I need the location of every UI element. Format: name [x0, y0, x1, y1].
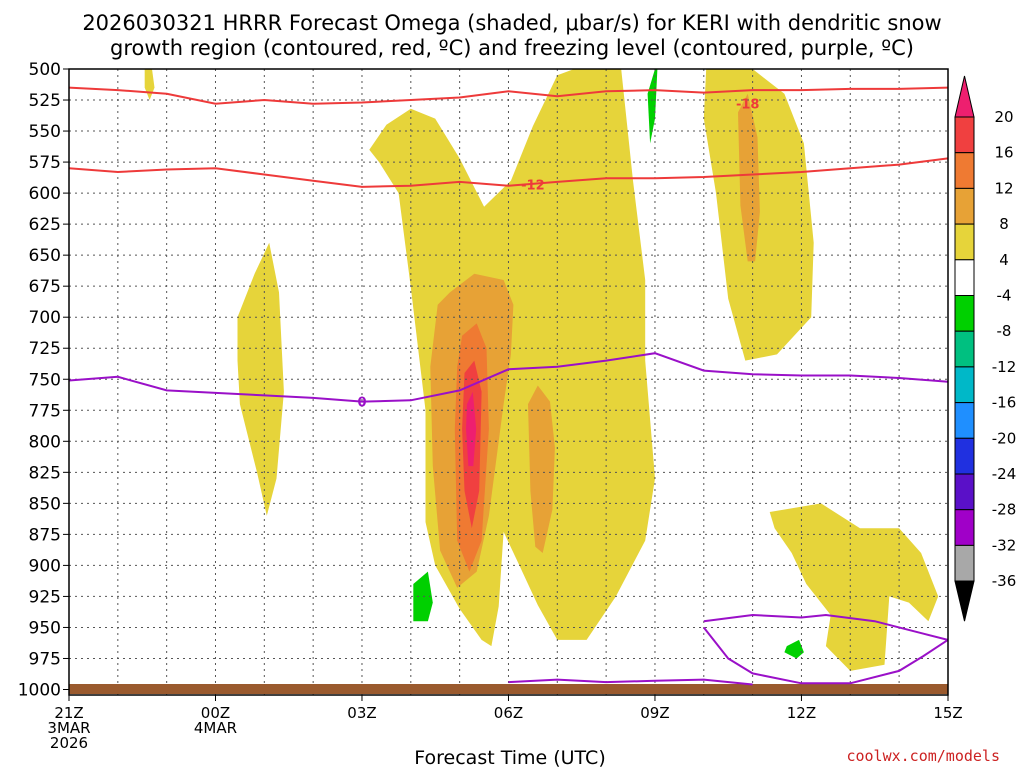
colorbar-label-0: 20 — [994, 108, 1013, 126]
y-tick-label-550: 550 — [29, 122, 61, 142]
y-tick-label-925: 925 — [29, 587, 61, 607]
x-axis-label: Forecast Time (UTC) — [414, 747, 605, 768]
x-tick-label-3-0: 06Z — [494, 704, 523, 722]
omega-region-8 — [528, 385, 555, 553]
colorbar-box-10 — [954, 437, 975, 475]
y-tick-label-700: 700 — [29, 308, 61, 328]
freezing-contour-0 — [69, 352, 948, 403]
y-tick-label-1000: 1000 — [18, 681, 61, 701]
dendritic-contour-1 — [69, 157, 948, 188]
y-tick-label-975: 975 — [29, 649, 61, 669]
dendritic-contour-label-1: -12 — [521, 178, 545, 193]
colorbar-label-11: -28 — [992, 501, 1017, 519]
y-tick-label-950: 950 — [29, 618, 61, 638]
colorbar-box-8 — [954, 366, 975, 404]
colorbar-box-1 — [954, 116, 975, 154]
colorbar-box-11 — [954, 473, 975, 511]
x-tick-label-0-1: 3MAR — [47, 719, 90, 737]
colorbar-box-9 — [954, 402, 975, 439]
y-tick-label-900: 900 — [29, 556, 61, 576]
y-tick-label-625: 625 — [29, 215, 61, 235]
x-tick-label-4-0: 09Z — [640, 704, 669, 722]
omega-shading — [144, 69, 939, 671]
terrain-strip — [69, 684, 948, 694]
dendritic-contour-label-0: -18 — [736, 98, 760, 113]
x-tick-label-1-0: 00Z — [201, 704, 230, 722]
x-tick-label-0-2: 2026 — [50, 734, 88, 752]
colorbar-label-13: -36 — [992, 572, 1017, 590]
colorbar-box-5 — [954, 259, 975, 296]
y-tick-label-825: 825 — [29, 463, 61, 483]
colorbar-label-12: -32 — [992, 536, 1017, 554]
colorbar-box-7 — [954, 330, 975, 368]
y-tick-label-525: 525 — [29, 91, 61, 111]
y-tick-label-725: 725 — [29, 339, 61, 359]
omega-region-12 — [466, 391, 477, 467]
colorbar-bottom-arrow — [954, 580, 975, 622]
y-tick-label-675: 675 — [29, 277, 61, 297]
freezing-contour-label-0: 0 — [357, 396, 366, 411]
y-tick-label-500: 500 — [29, 60, 61, 80]
omega-region-5 — [769, 503, 939, 671]
omega-region-16 — [784, 639, 804, 659]
colorbar-box-6 — [954, 295, 975, 332]
y-tick-label-750: 750 — [29, 370, 61, 390]
colorbar-box-3 — [954, 187, 975, 225]
y-tick-label-600: 600 — [29, 184, 61, 204]
colorbar-box-12 — [954, 509, 975, 546]
chart-title-line-1: 2026030321 HRRR Forecast Omega (shaded, … — [82, 11, 941, 35]
credit-text: coolwx.com/models — [846, 747, 1000, 765]
y-tick-label-575: 575 — [29, 153, 61, 173]
colorbar-box-2 — [954, 152, 975, 189]
colorbar-label-10: -24 — [992, 465, 1017, 483]
colorbar-label-2: 12 — [994, 179, 1013, 197]
contour-lines: -18 -12 0 — [69, 86, 948, 686]
x-tick-label-6-0: 15Z — [933, 704, 962, 722]
x-tick-label-2-0: 03Z — [347, 704, 376, 722]
freezing-contour-2 — [508, 678, 753, 686]
colorbar-box-4 — [954, 223, 975, 261]
colorbar: 20 16 12 8 4 -4 -8 -12 -16 -20 -24 -28 -32 -36 — [954, 75, 1017, 622]
colorbar-label-8: -16 — [992, 394, 1017, 412]
y-tick-label-650: 650 — [29, 246, 61, 266]
freezing-contour-1 — [703, 613, 948, 685]
colorbar-top-arrow — [954, 75, 975, 118]
colorbar-box-13 — [954, 544, 975, 582]
y-tick-label-775: 775 — [29, 401, 61, 421]
omega-region-3 — [237, 242, 284, 516]
y-tick-label-850: 850 — [29, 494, 61, 514]
colorbar-label-6: -8 — [997, 322, 1012, 340]
colorbar-label-4: 4 — [999, 251, 1009, 269]
chart-title-line-2: growth region (contoured, red, ºC) and f… — [110, 36, 914, 60]
plot-area: -18 -12 0 — [68, 68, 949, 696]
omega-region-9 — [738, 93, 760, 262]
colorbar-label-1: 16 — [994, 144, 1013, 162]
colorbar-label-3: 8 — [999, 215, 1009, 233]
colorbar-label-9: -20 — [992, 429, 1017, 447]
x-tick-label-5-0: 12Z — [787, 704, 816, 722]
x-tick-label-1-1: 4MAR — [194, 719, 237, 737]
colorbar-label-7: -12 — [992, 358, 1017, 376]
colorbar-label-5: -4 — [997, 287, 1012, 305]
dendritic-contour-0 — [69, 86, 948, 105]
grid-lines — [69, 69, 948, 695]
y-tick-label-800: 800 — [29, 432, 61, 452]
y-tick-label-875: 875 — [29, 525, 61, 545]
x-tick-label-0-0: 21Z — [54, 704, 83, 722]
y-axis-ticks: 500 525 550 575 600 625 650 675 700 725 750 775 800 8… — [18, 60, 69, 701]
